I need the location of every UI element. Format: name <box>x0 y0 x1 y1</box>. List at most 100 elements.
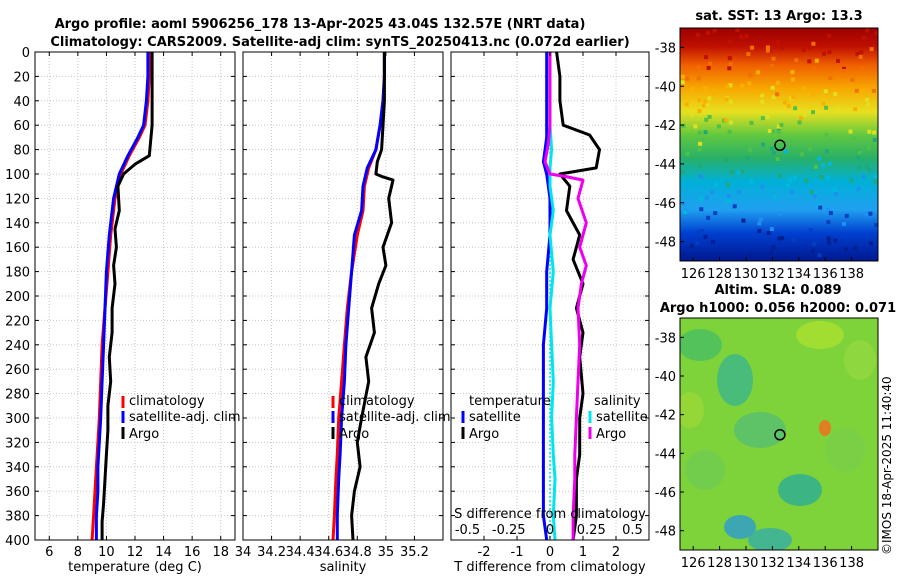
sst-pixel <box>828 211 833 216</box>
salinity-lines <box>331 52 395 540</box>
depth-tick-label: 160 <box>5 241 30 256</box>
sst-pixel <box>871 88 876 93</box>
sst-pixel <box>808 141 813 145</box>
sst-pixel <box>725 84 730 89</box>
sst-pixel <box>776 124 781 129</box>
sst-pixel <box>769 250 774 255</box>
sst-pixel <box>761 233 766 238</box>
legend-temperature-title: temperature <box>469 394 551 409</box>
sst-pixel <box>702 103 706 108</box>
sst-pixel <box>772 194 777 199</box>
sst-pixel <box>757 90 762 95</box>
map-xtick-label: 136 <box>813 267 838 282</box>
sst-pixel <box>713 140 718 145</box>
sst-pixel <box>788 178 793 182</box>
sst-pixel <box>807 147 812 151</box>
sst-pixel <box>727 129 732 134</box>
depth-tick-label: 320 <box>5 436 30 451</box>
temperature-grid <box>35 51 235 541</box>
sst-pixel <box>685 151 690 156</box>
sst-pixel <box>684 102 689 107</box>
map-xtick-label: 130 <box>734 556 759 571</box>
sla-blob <box>680 329 722 361</box>
sst-pixel <box>783 149 788 154</box>
sst-pixel <box>708 61 713 66</box>
depth-tick-label: 380 <box>5 510 30 525</box>
sst-pixel <box>697 130 702 135</box>
sst-pixel <box>760 184 765 189</box>
temperature-lines <box>90 52 154 540</box>
sst-pixel <box>869 47 874 52</box>
sst-pixel <box>813 164 818 169</box>
sst-pixel <box>827 33 832 38</box>
sst-pixel <box>826 208 831 212</box>
sla-blob <box>748 528 792 550</box>
difference-top-xlabel: S difference from climatology <box>454 507 646 522</box>
salinity-xlabel: salinity <box>320 560 367 575</box>
map-ytick-label: -48 <box>655 236 676 251</box>
sst-pixel <box>828 76 833 80</box>
difference-lines <box>541 52 601 540</box>
legend-salinity-title: salinity <box>594 394 641 409</box>
map-xtick-label: 136 <box>813 556 838 571</box>
sst-pixel <box>791 77 795 82</box>
map-ytick-label: -48 <box>655 525 676 540</box>
sst-pixel <box>701 137 706 142</box>
depth-tick-label: 300 <box>5 412 30 427</box>
sla-field <box>680 318 878 550</box>
sst-pixel <box>867 146 872 151</box>
sst-pixel <box>865 28 870 33</box>
map-ytick-label: -44 <box>655 447 676 462</box>
sst-pixel <box>826 220 831 225</box>
difference-xlabel: T difference from climatology <box>453 560 646 575</box>
sst-pixel <box>740 169 745 174</box>
sal-legend-satellite: satellite-adj. clim <box>339 410 451 425</box>
sst-pixel <box>819 175 824 179</box>
series-temp-satellite-adj-clim <box>94 52 150 540</box>
sst-pixel <box>733 109 738 114</box>
sst-pixel <box>858 55 863 59</box>
depth-tick-label: 60 <box>13 119 30 134</box>
map-ytick-label: -40 <box>655 80 676 95</box>
sst-pixel <box>739 34 744 39</box>
sal-xtick-label: 34 <box>235 545 252 560</box>
sst-pixel <box>809 190 814 194</box>
sst-pixel <box>706 30 711 35</box>
temp-xtick-label: 6 <box>45 545 53 560</box>
sst-map-panel: sat. SST: 13 Argo: 13.3 126 128 130 132 134 1… <box>655 9 879 282</box>
sla-map-title-line2: Argo h1000: 0.056 h2000: 0.071 <box>660 301 896 316</box>
sst-pixel <box>829 141 834 146</box>
sst-pixel <box>814 58 819 63</box>
sst-pixel <box>760 93 765 98</box>
sst-pixel <box>859 50 864 55</box>
depth-tick-label: 220 <box>5 314 30 329</box>
sst-pixel <box>696 65 701 70</box>
sst-pixel <box>821 101 826 106</box>
sst-pixel <box>706 215 711 220</box>
sst-pixel <box>844 213 849 218</box>
sst-pixel <box>843 247 848 252</box>
temp-xtick-label: 12 <box>127 545 144 560</box>
depth-tick-label: 40 <box>13 95 30 110</box>
sla-blob <box>844 340 876 380</box>
sst-pixel <box>794 58 799 63</box>
sst-pixel <box>835 106 840 111</box>
sst-pixel <box>808 228 813 232</box>
legend-climatology: climatology <box>129 394 205 409</box>
difference-legend-salinity: salinity satellite Argo <box>588 394 648 442</box>
temp-xtick-label: 14 <box>155 545 172 560</box>
sst-pixel <box>812 190 817 195</box>
sst-pixel <box>703 130 708 135</box>
sst-pixel <box>724 97 729 102</box>
temperature-ticks: 0 20 40 60 80 100 120 140 160 180 200 220 240 260 280 3… <box>5 46 235 560</box>
sal-xtick-label: 34.6 <box>314 545 343 560</box>
sst-pixel <box>726 194 731 199</box>
sst-pixel <box>775 157 780 161</box>
sst-pixel <box>699 196 704 201</box>
sst-pixel <box>855 52 860 57</box>
map-ytick-label: -42 <box>655 409 676 424</box>
sst-pixel <box>704 195 709 200</box>
sst-pixel <box>695 230 700 235</box>
sla-texture <box>680 321 876 550</box>
sst-pixel <box>808 45 813 50</box>
